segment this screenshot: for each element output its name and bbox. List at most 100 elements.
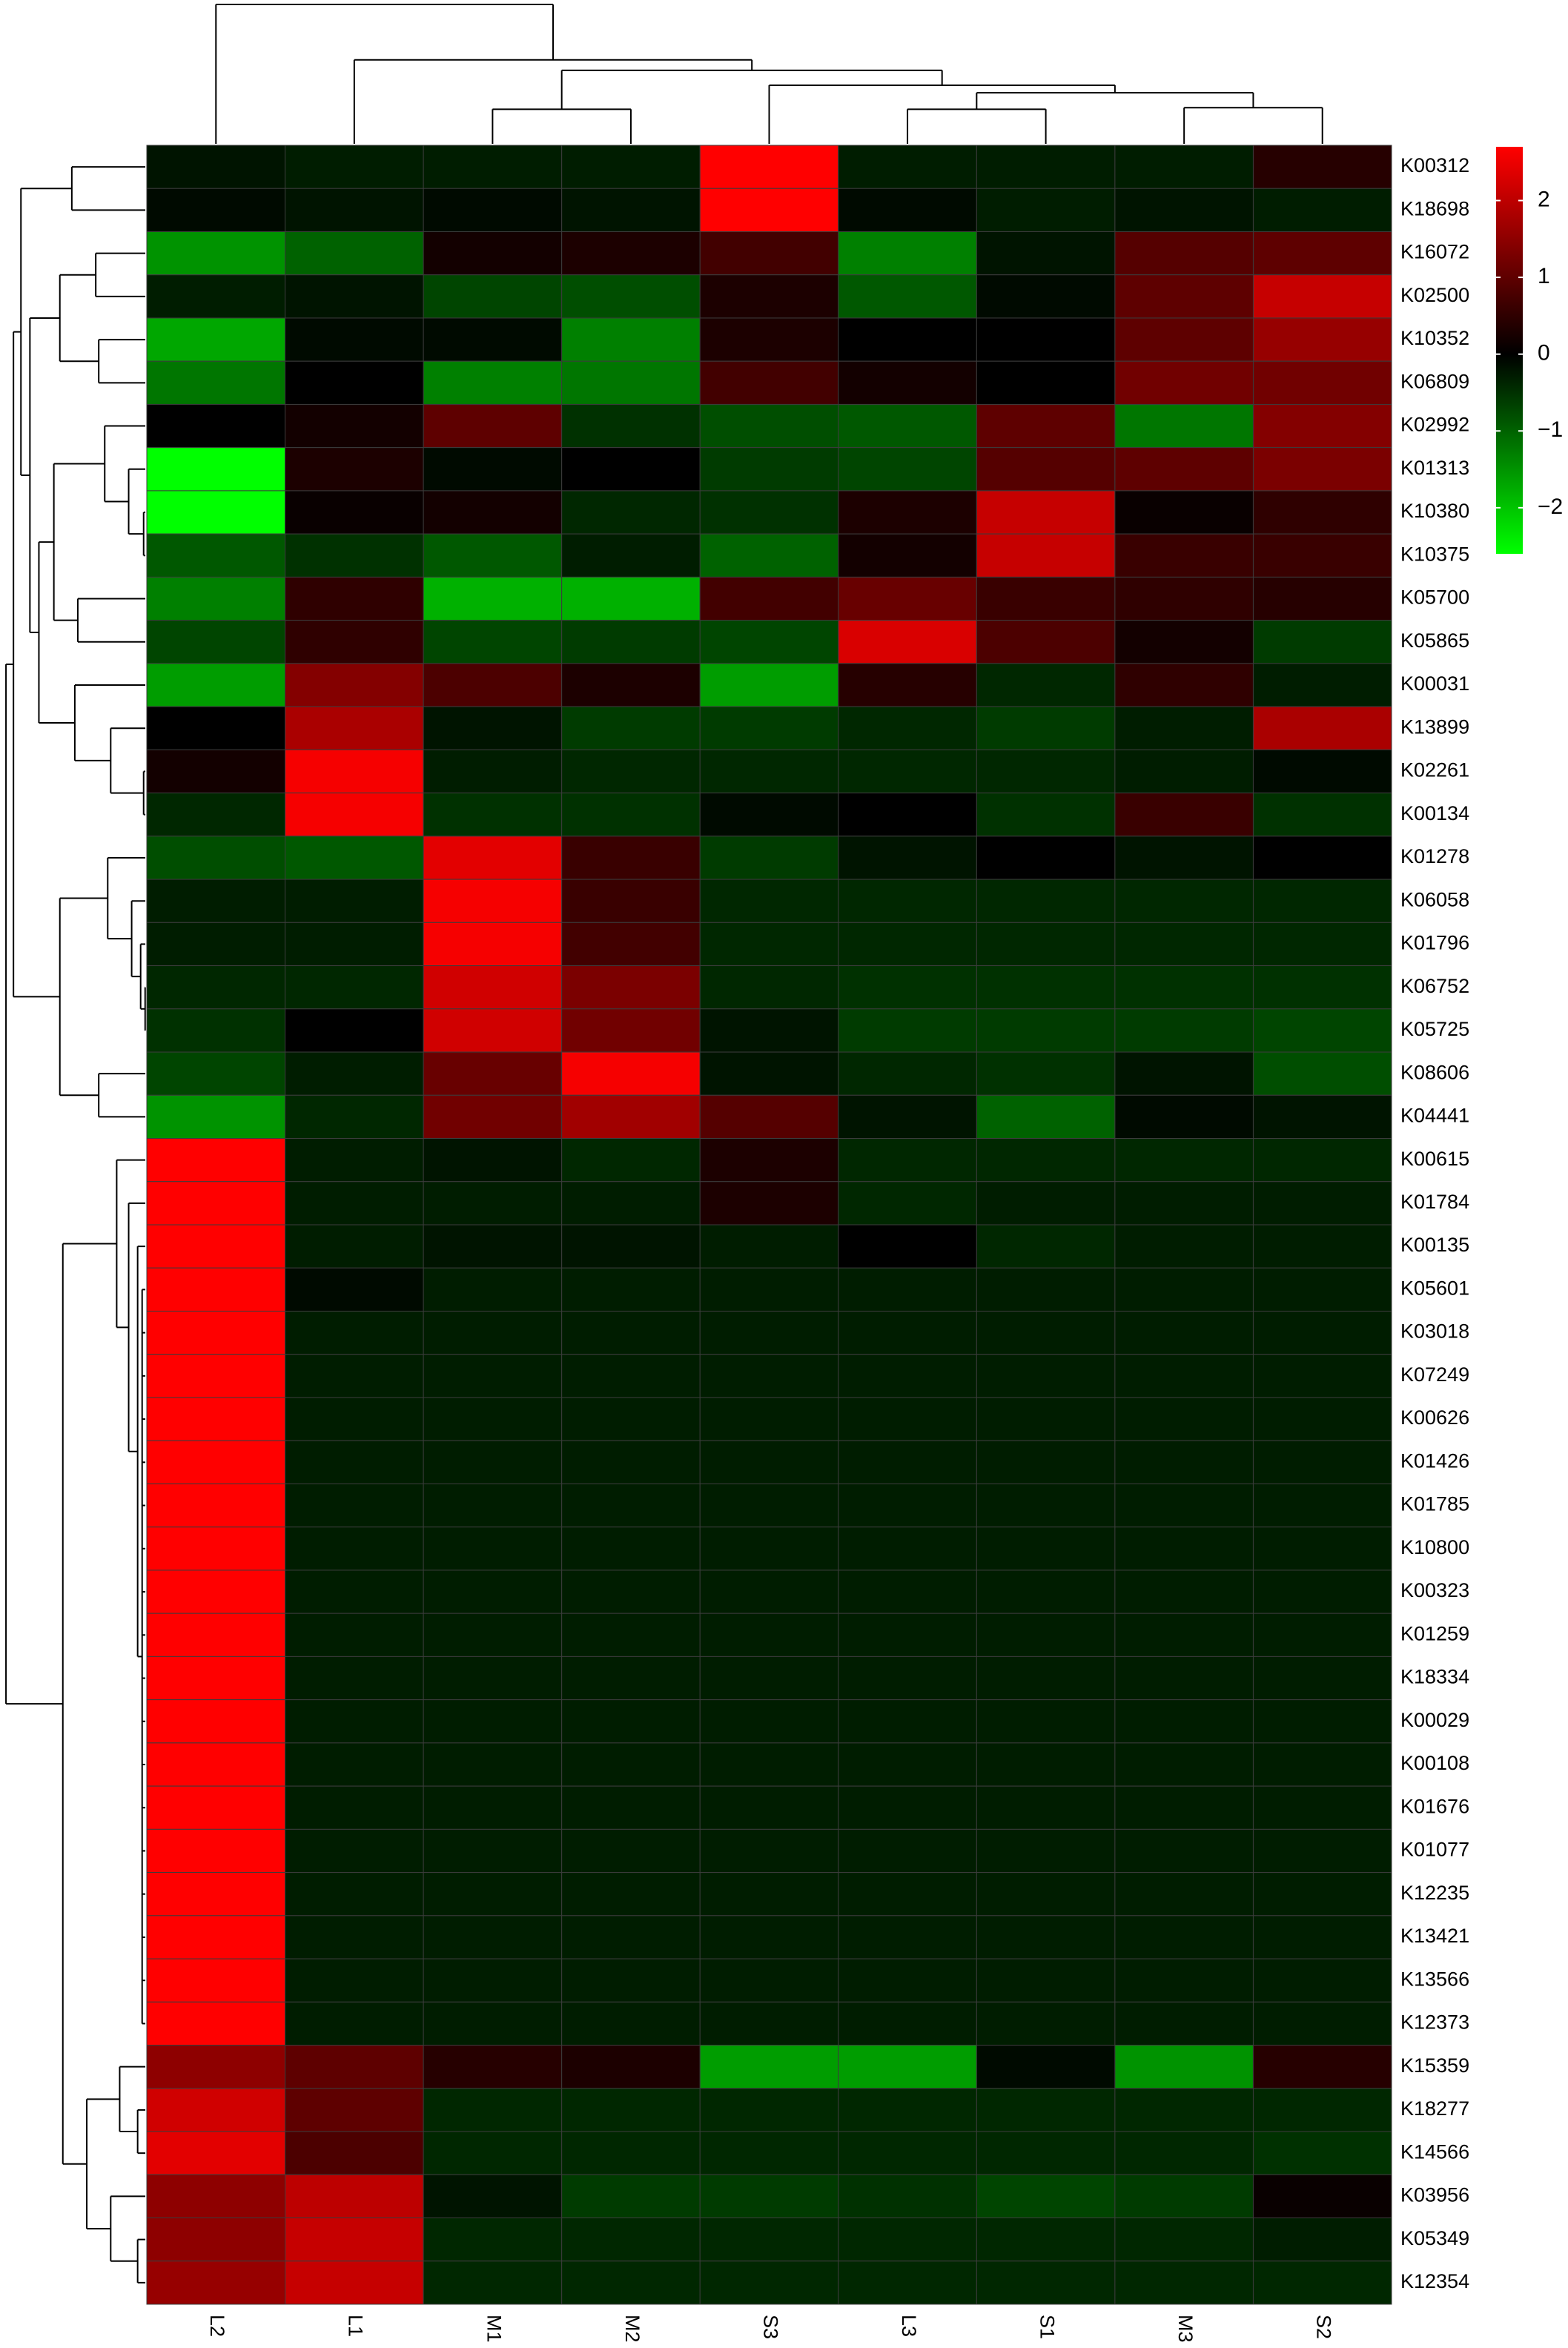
heatmap-cell [838, 1310, 977, 1355]
row-label: K10800 [1400, 1536, 1469, 1558]
heatmap-cell [699, 965, 839, 1010]
heatmap-cell [1252, 447, 1392, 492]
heatmap-cell [423, 1094, 563, 1140]
row-label: K18334 [1400, 1666, 1469, 1688]
heatmap-cell [1114, 2174, 1254, 2219]
column-label: S1 [1036, 2315, 1058, 2339]
heatmap-cell [1252, 793, 1392, 837]
heatmap-cell [699, 1527, 839, 1571]
heatmap-cell [285, 663, 424, 707]
heatmap-cell [1252, 1742, 1392, 1787]
heatmap-cell [699, 1440, 839, 1484]
heatmap-cell [838, 490, 977, 535]
heatmap-cell [561, 663, 701, 707]
heatmap-cell [699, 1828, 839, 1874]
heatmap-cell [561, 447, 701, 492]
heatmap-cell [285, 879, 424, 923]
heatmap-cell [285, 360, 424, 405]
heatmap-cell [976, 1570, 1116, 1614]
heatmap-cell [976, 1742, 1116, 1787]
heatmap-cell [561, 1958, 701, 2003]
heatmap-cell [1114, 231, 1254, 276]
heatmap-cell [699, 145, 839, 189]
heatmap-cell [699, 1570, 839, 1614]
heatmap-cell [423, 1570, 563, 1614]
heatmap-cell [838, 576, 977, 621]
heatmap-cell [838, 1181, 977, 1226]
heatmap-cell [976, 1958, 1116, 2003]
heatmap-cell [146, 2045, 286, 2089]
heatmap-cell [699, 360, 839, 405]
heatmap-cell [1252, 1397, 1392, 1441]
heatmap-cell [1252, 1354, 1392, 1398]
heatmap-cell [423, 2131, 563, 2175]
heatmap-cell [561, 1828, 701, 1874]
heatmap-cell [561, 1051, 701, 1096]
heatmap-cell [838, 1872, 977, 1917]
row-label: K01278 [1400, 845, 1469, 867]
heatmap-cell [146, 1094, 286, 1140]
row-label: K12373 [1400, 2011, 1469, 2034]
heatmap-cell [976, 2261, 1116, 2305]
row-label: K01796 [1400, 932, 1469, 954]
heatmap-cell [423, 533, 563, 578]
heatmap-cell [561, 879, 701, 923]
heatmap-cell [976, 1785, 1116, 1830]
heatmap-cell [976, 1656, 1116, 1701]
heatmap-cell [146, 1828, 286, 1874]
heatmap-cell [423, 1742, 563, 1787]
heatmap-cell [561, 749, 701, 794]
heatmap-cell [423, 1527, 563, 1571]
heatmap-cell [1114, 1094, 1254, 1140]
heatmap-cell [838, 1397, 977, 1441]
heatmap-cell [561, 360, 701, 405]
heatmap-cell [1114, 1483, 1254, 1528]
heatmap-cell [1114, 274, 1254, 319]
heatmap-cell [146, 879, 286, 923]
heatmap-cell [976, 1267, 1116, 1312]
heatmap-cell [699, 1958, 839, 2003]
heatmap-cell [423, 1656, 563, 1701]
heatmap-cell [561, 965, 701, 1010]
heatmap-cell [285, 749, 424, 794]
heatmap-cell [976, 2001, 1116, 2046]
heatmap-cell [699, 1181, 839, 1226]
heatmap-cell [146, 749, 286, 794]
heatmap-cell [976, 965, 1116, 1010]
heatmap-cell [423, 274, 563, 319]
heatmap-cell [561, 1613, 701, 1657]
heatmap-cell [285, 706, 424, 750]
heatmap-cell [423, 490, 563, 535]
heatmap-cell [1114, 490, 1254, 535]
row-label: K06809 [1400, 370, 1469, 392]
row-label: K01313 [1400, 457, 1469, 479]
heatmap-cell [1252, 533, 1392, 578]
heatmap-cell [1114, 836, 1254, 880]
heatmap-cell [423, 403, 563, 449]
row-label: K07249 [1400, 1363, 1469, 1386]
heatmap-cell [423, 2174, 563, 2219]
heatmap-cell [146, 2088, 286, 2132]
heatmap-cell [561, 2131, 701, 2175]
heatmap-cell [146, 2261, 286, 2305]
heatmap-cell [1252, 403, 1392, 449]
colorbar [1496, 147, 1523, 554]
heatmap-cell [146, 145, 286, 189]
heatmap-cell [699, 706, 839, 750]
heatmap-cell [838, 2131, 977, 2175]
heatmap-cell [838, 1656, 977, 1701]
heatmap-cell [1252, 1094, 1392, 1140]
heatmap-cell [1252, 145, 1392, 189]
heatmap-cell [1114, 879, 1254, 923]
heatmap-cell [1252, 1656, 1392, 1701]
heatmap-cell [423, 1915, 563, 1960]
heatmap-cell [976, 2218, 1116, 2262]
heatmap-cell [976, 706, 1116, 750]
heatmap-cell [699, 2261, 839, 2305]
heatmap-cell [146, 231, 286, 276]
heatmap-cell [146, 1397, 286, 1441]
heatmap-cell [561, 2174, 701, 2219]
heatmap-cell [146, 1181, 286, 1226]
heatmap-cell [1114, 2218, 1254, 2262]
heatmap-cell [423, 447, 563, 492]
